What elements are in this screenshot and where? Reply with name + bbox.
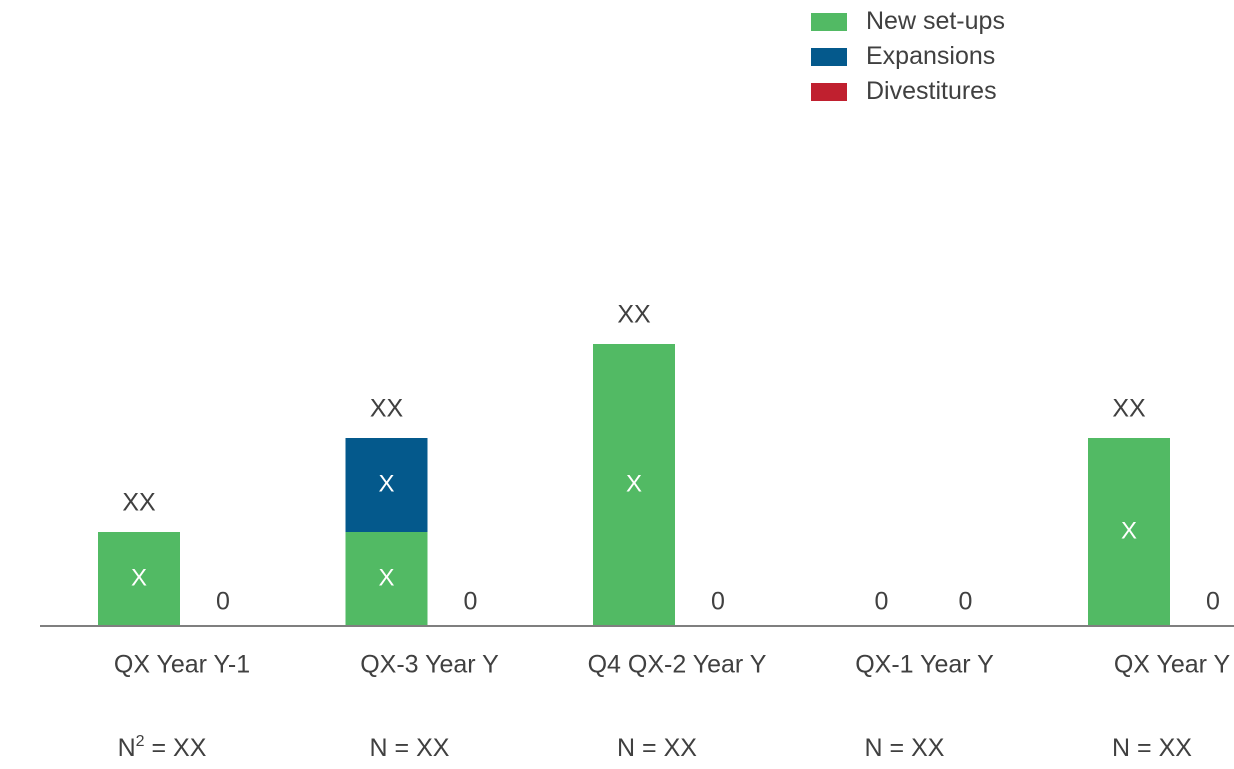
bar-expansions	[345, 438, 428, 532]
bar-value-label: X	[626, 470, 642, 497]
sample-size-superscript: 2	[136, 733, 145, 750]
legend-item-divestitures: Divestitures	[811, 74, 1005, 109]
divestiture-value-label: 0	[711, 588, 725, 616]
sample-size-base: N	[865, 734, 883, 762]
x-tick-label: Q4 QX-2 Year Y	[588, 651, 767, 679]
bar-total-label: XX	[1112, 395, 1146, 423]
legend: New set-ups Expansions Divestitures	[811, 4, 1005, 109]
bars-layer	[98, 344, 1170, 626]
legend-item-expansions: Expansions	[811, 39, 1005, 74]
divestiture-value-label: 0	[959, 588, 973, 616]
bar-new-set-ups	[1088, 438, 1170, 626]
sample-size-value: = XX	[388, 734, 450, 762]
sample-size-value: = XX	[1130, 734, 1192, 762]
divestiture-value-label: 0	[464, 588, 478, 616]
sample-size-label: N = XX	[617, 734, 697, 762]
bar-new-set-ups	[593, 344, 675, 626]
sample-size-base: N	[370, 734, 388, 762]
sample-size-base: N	[118, 734, 136, 762]
bar-new-set-ups	[345, 532, 428, 626]
legend-label: New set-ups	[866, 7, 1005, 35]
divestiture-value-label: 0	[1206, 588, 1220, 616]
bar-new-set-ups	[98, 532, 180, 626]
bar-value-label: X	[1121, 517, 1137, 544]
bar-value-label: X	[378, 470, 394, 497]
x-tick-label: QX Year Y	[1114, 651, 1231, 679]
x-tick-label: QX-1 Year Y	[855, 651, 994, 679]
sample-size-base: N	[617, 734, 635, 762]
divestiture-value-label: 0	[216, 588, 230, 616]
sample-size-label: N2 = XX	[118, 733, 207, 762]
legend-swatch	[811, 82, 847, 101]
sample-size-base: N	[1112, 734, 1130, 762]
sample-size-label: N = XX	[370, 734, 450, 762]
x-tick-label: QX Year Y-1	[114, 651, 250, 679]
bar-total-label: XX	[370, 395, 404, 423]
legend-swatch	[811, 47, 847, 66]
legend-item-new-setups: New set-ups	[811, 4, 1005, 39]
bar-total-label: XX	[617, 301, 651, 329]
legend-swatch	[811, 12, 847, 31]
sample-size-label: N = XX	[1112, 734, 1192, 762]
legend-label: Expansions	[866, 42, 996, 70]
x-tick-label: QX-3 Year Y	[360, 651, 499, 679]
legend-label: Divestitures	[866, 77, 997, 105]
bar-value-label: X	[131, 564, 147, 591]
bar-total-label: 0	[875, 588, 889, 616]
sample-size-value: = XX	[635, 734, 697, 762]
bar-total-label: XX	[122, 489, 156, 517]
sample-size-value: = XX	[145, 734, 207, 762]
bar-value-label: X	[378, 564, 394, 591]
sample-size-value: = XX	[883, 734, 945, 762]
sample-size-label: N = XX	[865, 734, 945, 762]
